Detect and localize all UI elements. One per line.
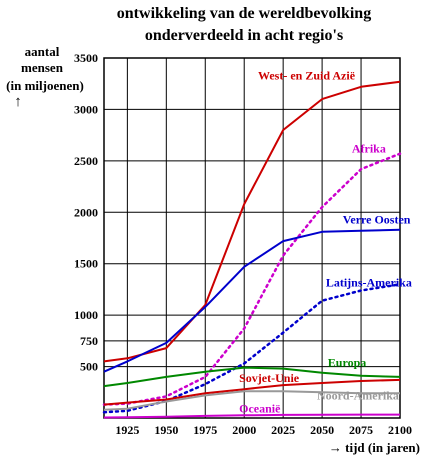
series-line-sovjet-unie xyxy=(103,378,401,406)
chart-title-line1: ontwikkeling van de wereldbevolking xyxy=(117,5,371,22)
y-tick-label: 1000 xyxy=(74,308,98,322)
x-tick-label: 1925 xyxy=(115,423,139,437)
x-tick-label: 1975 xyxy=(193,423,217,437)
x-tick-label: 2000 xyxy=(232,423,256,437)
y-axis-label-line1: aantal xyxy=(25,44,60,59)
chart-annotations: West- en Zuid Azië Afrika Verre Oosten Lati… xyxy=(239,69,412,416)
series-annotation-europa: Europa xyxy=(328,356,366,370)
series-line-verre-oosten xyxy=(103,228,401,373)
y-tick-label: 3500 xyxy=(74,51,98,65)
y-tick-label: 2500 xyxy=(74,154,98,168)
chart-grid xyxy=(103,57,401,419)
x-tick-label: 2050 xyxy=(310,423,334,437)
series-annotation-verre-oosten: Verre Oosten xyxy=(343,213,411,227)
series-annotation-afrika: Afrika xyxy=(352,142,386,156)
y-axis-arrow: ↑ xyxy=(14,94,22,110)
y-tick-label: 750 xyxy=(80,334,98,348)
x-tick-label: 2025 xyxy=(271,423,295,437)
x-tick-label: 2100 xyxy=(388,423,412,437)
series-annotation-west-en-zuid-azi-: West- en Zuid Azië xyxy=(258,69,356,83)
chart-title-line2: onderverdeeld in acht regio's xyxy=(145,27,343,44)
series-line-latijns-amerika xyxy=(102,283,402,414)
y-tick-label: 500 xyxy=(80,360,98,374)
series-annotation-latijns-amerika: Latijns-Amerika xyxy=(326,275,412,289)
y-tick-label: 3000 xyxy=(74,102,98,116)
chart-tick-labels: 500 750 1000 1500 2000 2500 3000 3500 1925 1950 19… xyxy=(74,51,412,437)
x-tick-label: 1950 xyxy=(154,423,178,437)
y-axis-label-line2: mensen xyxy=(21,60,64,75)
series-line-europa xyxy=(103,366,401,388)
series-annotation-sovjet-unie: Sovjet-Unie xyxy=(239,371,300,385)
y-axis-label-line3: (in miljoenen) xyxy=(6,78,84,93)
x-axis-label: → tijd (in jaren) xyxy=(329,440,420,455)
chart-series xyxy=(102,80,402,419)
series-annotation-oceani-: Oceanië xyxy=(239,401,281,415)
series-line-noord-amerika xyxy=(103,390,400,411)
y-tick-label: 1500 xyxy=(74,257,98,271)
y-tick-label: 2000 xyxy=(74,205,98,219)
series-annotation-noord-amerika: Noord-Amerika xyxy=(317,388,399,402)
x-tick-label: 2075 xyxy=(349,423,373,437)
series-line-oceani- xyxy=(103,413,400,419)
